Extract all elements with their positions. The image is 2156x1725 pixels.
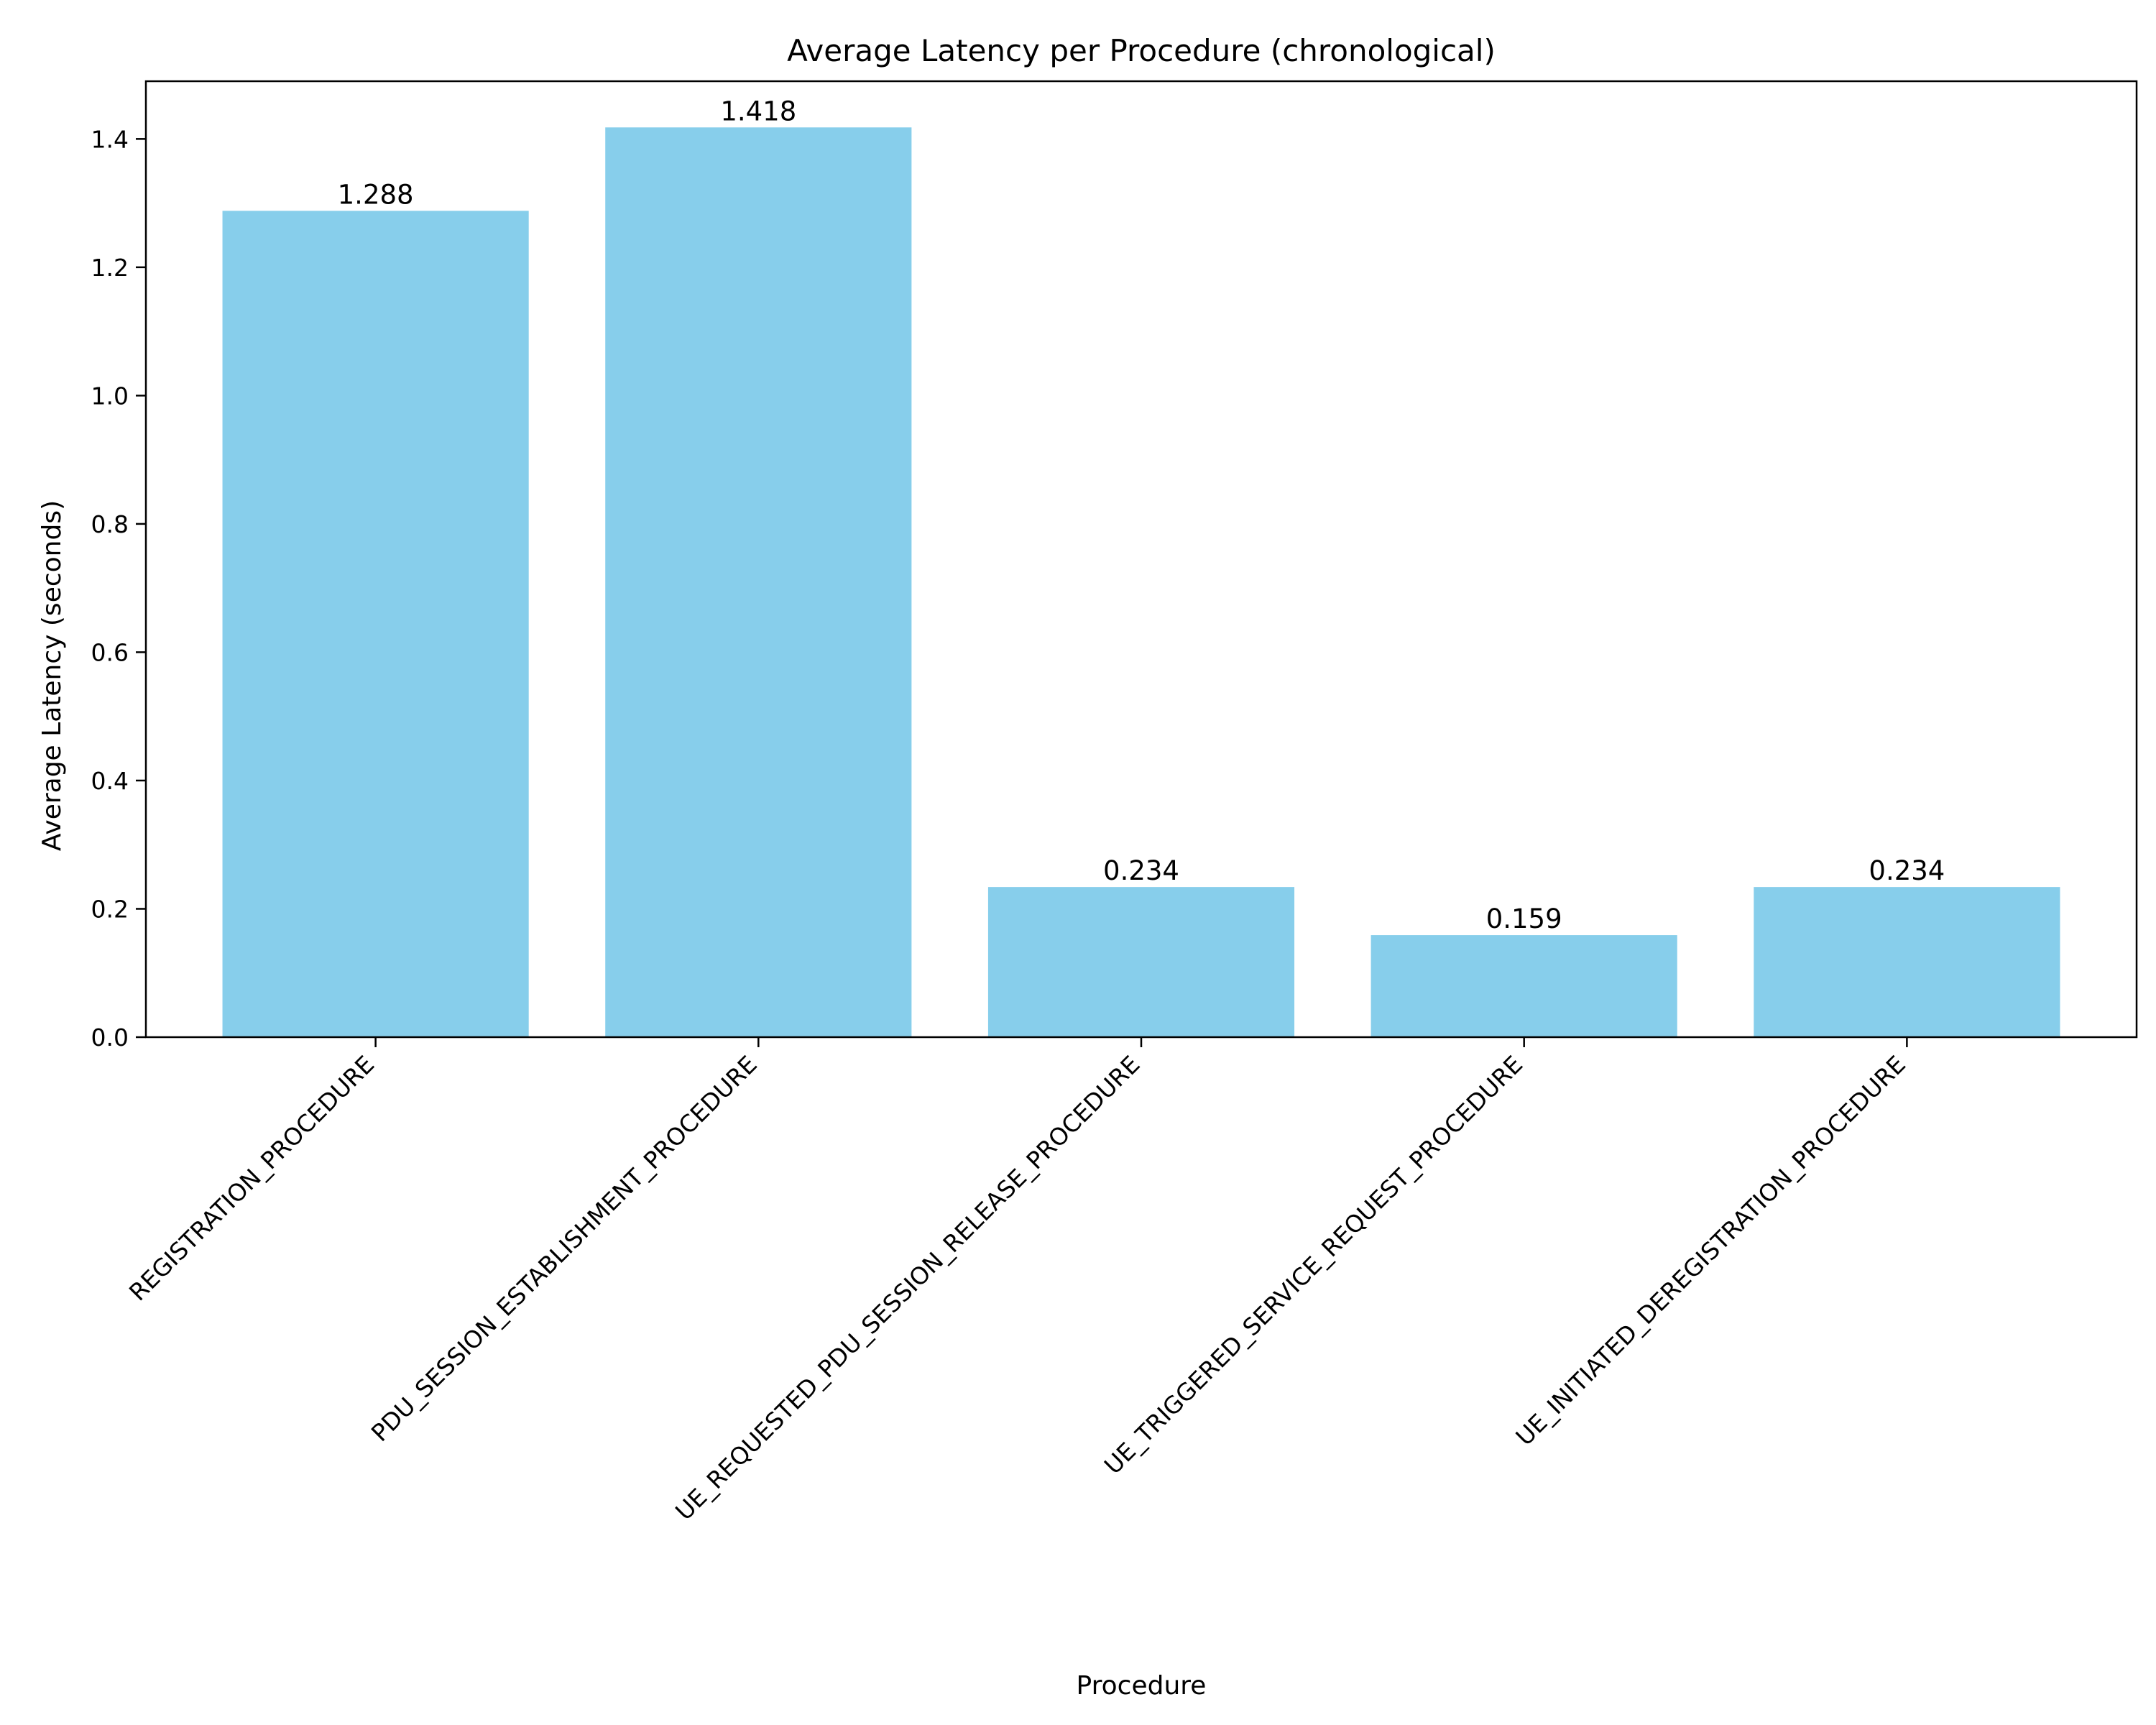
x-axis: REGISTRATION_PROCEDUREPDU_SESSION_ESTABL… [124, 1037, 1911, 1526]
bar-5 [1754, 887, 2060, 1037]
x-tick-label-1: REGISTRATION_PROCEDURE [124, 1050, 379, 1306]
x-axis-label: Procedure [1077, 1671, 1207, 1701]
bar-4 [1370, 935, 1677, 1037]
y-tick-label-2: 0.2 [91, 895, 129, 923]
data-label-5: 0.234 [1869, 855, 1945, 886]
bar-2 [605, 127, 912, 1038]
data-label-2: 1.418 [720, 96, 796, 126]
x-tick-label-5: UE_INITIATED_DEREGISTRATION_PROCEDURE [1510, 1050, 1911, 1451]
bars-group: 1.288 1.418 0.234 0.159 0.234 [222, 96, 2060, 1038]
y-tick-label-7: 1.2 [91, 254, 129, 282]
x-tick-label-3: UE_REQUESTED_PDU_SESSION_RELEASE_PROCEDU… [670, 1050, 1146, 1526]
y-axis-label: Average Latency (seconds) [37, 500, 67, 851]
bar-3 [987, 887, 1295, 1037]
data-label-4: 0.159 [1486, 903, 1562, 934]
y-tick-label-4: 0.6 [91, 638, 129, 666]
y-tick-label-6: 1.0 [91, 382, 129, 410]
bar-1 [222, 211, 529, 1037]
chart-title: Average Latency per Procedure (chronolog… [787, 33, 1496, 68]
x-tick-label-4: UE_TRIGGERED_SERVICE_REQUEST_PROCEDURE [1099, 1050, 1529, 1480]
data-label-1: 1.288 [338, 179, 414, 210]
y-tick-label-1: 0.0 [91, 1024, 129, 1052]
x-tick-label-2: PDU_SESSION_ESTABLISHMENT_PROCEDURE [366, 1050, 763, 1447]
plot-frame [144, 80, 2138, 1039]
y-tick-label-3: 0.4 [91, 767, 129, 795]
y-tick-label-5: 0.8 [91, 510, 129, 538]
y-tick-label-8: 1.4 [91, 125, 129, 153]
data-label-3: 0.234 [1103, 855, 1179, 886]
y-axis: 0.0 0.2 0.4 0.6 0.8 1.0 1.2 1.4 [91, 125, 146, 1052]
